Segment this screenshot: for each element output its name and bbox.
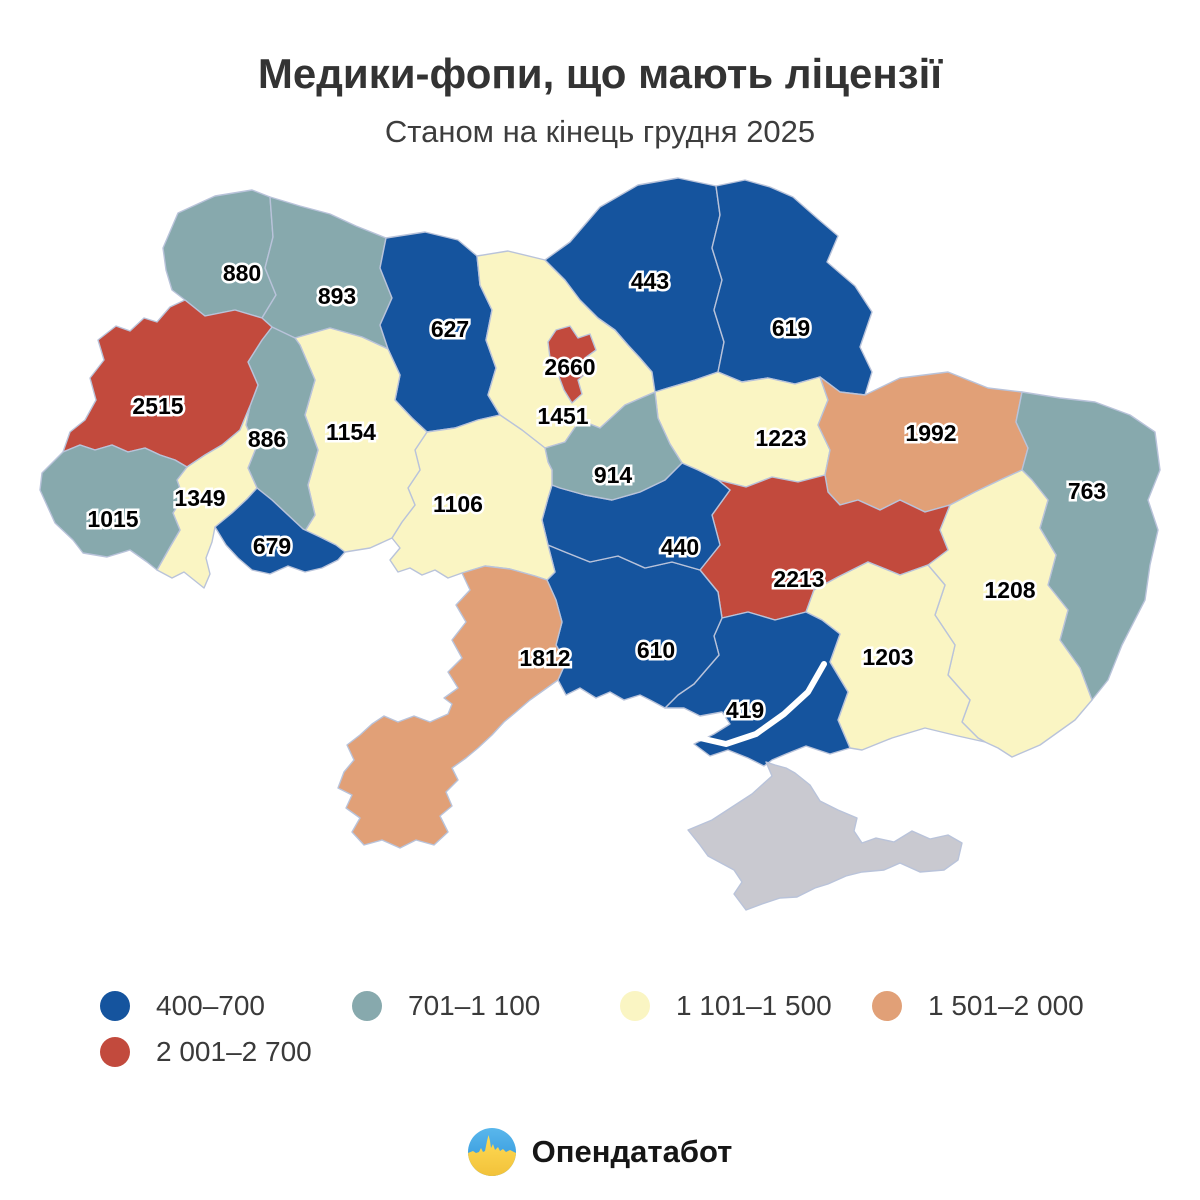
region-volyn [162,189,277,319]
region-zakarpattia [39,444,188,571]
region-value-label-zaporizhzhia: 1203 [862,644,913,670]
dnieper-river [697,661,827,747]
region-value-label-lviv: 2515 [132,393,183,419]
region-value-label-chernihiv: 443 [631,268,669,294]
region-sumy [711,179,873,396]
page-subtitle: Станом на кінець грудня 2025 [384,114,816,149]
region-value-label-kyiv-city: 2660 [544,354,595,380]
region-value-label-mykolaiv: 610 [637,637,675,663]
region-value-label-volyn: 880 [223,260,261,286]
region-value-label-donetsk: 1208 [984,577,1035,603]
region-value-label-ivano-frankivsk: 1349 [174,485,225,511]
region-value-label-dnipro: 2213 [773,566,824,592]
region-value-label-ternopil: 886 [248,426,286,452]
opendatabot-skyline-icon [467,1128,516,1176]
region-value-label-zakarpattia: 1015 [87,506,138,532]
region-value-label-cherkasy: 914 [594,462,633,488]
region-chernivtsi [214,487,346,575]
region-value-label-kirovohrad: 440 [661,534,699,560]
region-rivne [261,196,393,350]
region-value-label-zhytomyr: 627 [431,316,469,342]
region-value-label-poltava: 1223 [755,425,806,451]
region-value-label-sumy: 619 [772,315,810,341]
logo-text: Опендатабот [531,1134,733,1169]
region-value-label-khmelnytskyi: 1154 [326,419,376,445]
region-value-label-kyiv-oblast: 1451 [537,403,588,429]
region-kyiv-city [547,325,597,404]
region-value-label-luhansk: 763 [1068,478,1106,504]
region-value-label-chernivtsi: 679 [253,533,291,559]
region-value-label-kharkiv: 1992 [905,420,956,446]
page-title: Медики-фопи, що мають ліцензії [257,50,943,97]
footer-branding: Опендатабот [0,1124,1200,1180]
region-value-label-vinnytsia: 1106 [433,491,483,517]
region-value-label-rivne: 893 [318,283,356,309]
region-value-label-odesa: 1812 [519,645,570,671]
region-crimea [687,761,963,911]
region-value-label-kherson: 419 [726,697,764,723]
region-odesa [337,565,567,849]
